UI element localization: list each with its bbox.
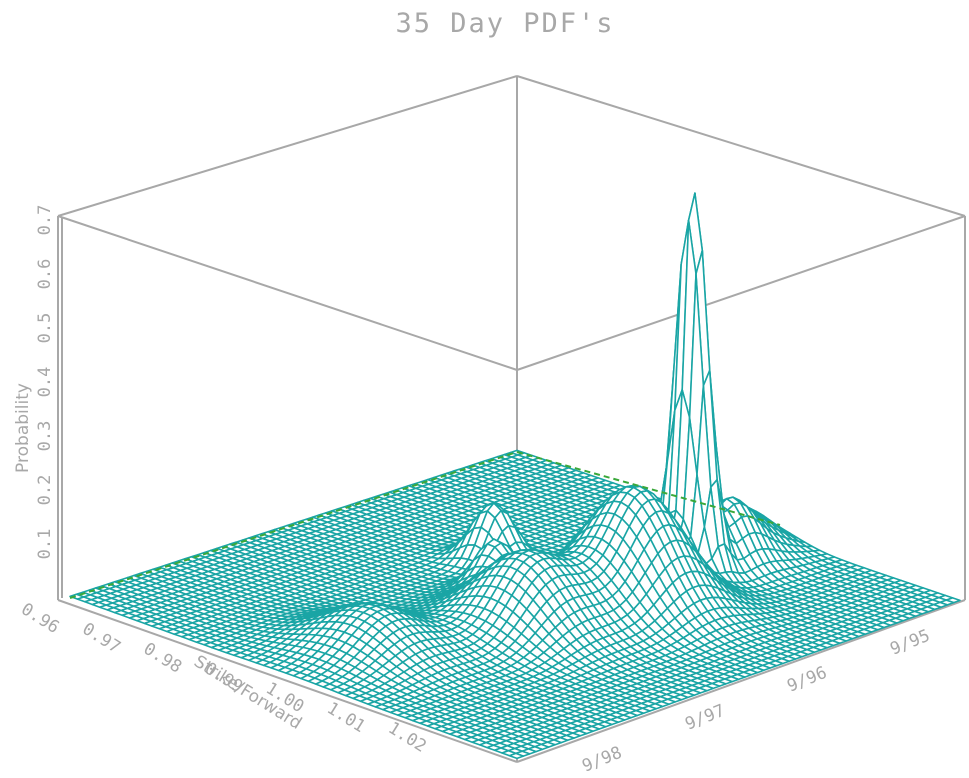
back-edge-right xyxy=(516,451,781,526)
z-tick-label: 0.1 xyxy=(35,529,55,560)
y-tick-label: 9/96 xyxy=(784,663,829,697)
z-axis-label: Probability xyxy=(13,383,33,473)
back-edge-lines xyxy=(69,451,781,599)
frame-top-front-right xyxy=(516,215,966,371)
x-tick-label: 0.98 xyxy=(140,639,185,678)
z-tick-label: 0.7 xyxy=(35,205,55,236)
back-edge-left xyxy=(69,451,518,599)
surface-mesh xyxy=(69,192,961,760)
frame-top-left-edge xyxy=(57,75,518,217)
y-tick-label: 9/95 xyxy=(887,626,932,660)
plot-frame xyxy=(57,75,966,763)
z-tick-label: 0.4 xyxy=(35,367,55,398)
x-tick-label: 0.97 xyxy=(79,619,124,658)
frame-bottom-left xyxy=(57,599,518,763)
y-tick-label: 9/98 xyxy=(579,743,624,777)
y-tick-label: 9/97 xyxy=(682,701,727,735)
z-tick-label: 0.6 xyxy=(35,259,55,290)
mesh-cell xyxy=(508,752,525,760)
chart-title: 35 Day PDF's xyxy=(395,8,614,39)
z-tick-label: 0.5 xyxy=(35,313,55,344)
x-tick-label: 1.01 xyxy=(323,698,368,737)
z-tick-label: 0.3 xyxy=(35,421,55,452)
x-tick-label: 0.96 xyxy=(17,599,62,638)
z-axis-ticks: 0.1 0.2 0.3 0.4 0.5 0.6 0.7 xyxy=(35,205,55,560)
frame-top-right-edge xyxy=(516,75,966,217)
frame-bottom-right xyxy=(516,599,966,763)
frame-top-front-left xyxy=(57,215,518,371)
z-tick-label: 0.2 xyxy=(35,475,55,506)
